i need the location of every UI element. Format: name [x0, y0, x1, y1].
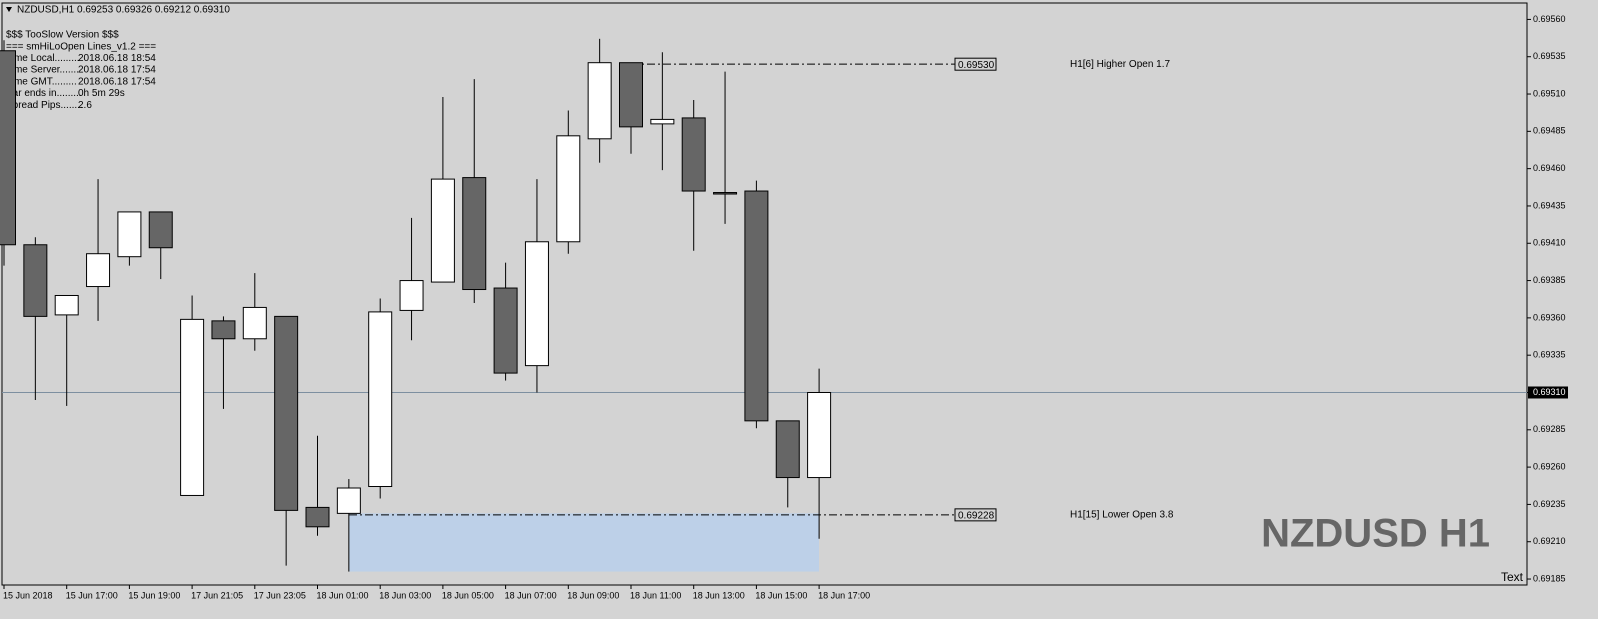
level-box: [954, 57, 997, 71]
candle-body: [619, 62, 643, 128]
info-label: Time Server.......: [6, 65, 79, 76]
y-tick-label: 0.69410: [1533, 238, 1566, 248]
info-line: === smHiLoOpen Lines_v1.2 ===: [6, 41, 156, 52]
x-tick-label: 18 Jun 11:00: [630, 590, 681, 600]
candle-body: [368, 311, 393, 488]
candle-body: [148, 211, 173, 249]
info-label: Spread Pips........: [6, 100, 83, 111]
current-price-label: 0.69310: [1533, 387, 1566, 397]
x-tick-label: 15 Jun 2018: [3, 590, 53, 600]
candle-body: [180, 318, 205, 496]
info-value: 2018.06.18 17:54: [78, 65, 156, 76]
x-tick-label: 18 Jun 09:00: [567, 590, 619, 600]
level-box: [954, 508, 997, 522]
candle-body: [23, 244, 48, 317]
info-line: $$$ TooSlow Version $$$: [6, 30, 119, 41]
candle-body: [399, 280, 424, 311]
y-tick-label: 0.69185: [1533, 573, 1566, 583]
y-tick-label: 0.69385: [1533, 275, 1566, 285]
x-tick-label: 18 Jun 15:00: [755, 590, 807, 600]
header: NZDUSD,H1 0.69253 0.69326 0.69212 0.6931…: [17, 5, 230, 16]
y-tick-label: 0.69235: [1533, 499, 1566, 509]
candle-body: [650, 118, 675, 125]
candle-body: [242, 306, 267, 340]
x-tick-label: 15 Jun 19:00: [128, 590, 180, 600]
candle-body: [493, 287, 518, 374]
level-label: 0.69228: [958, 511, 995, 522]
y-tick-label: 0.69485: [1533, 126, 1566, 136]
y-tick-label: 0.69210: [1533, 536, 1566, 546]
y-tick-label: 0.69510: [1533, 88, 1566, 98]
x-tick-label: 15 Jun 17:00: [66, 590, 118, 600]
level-label: 0.69530: [958, 60, 995, 71]
candle-body: [524, 241, 549, 367]
x-tick-label: 17 Jun 21:05: [191, 590, 243, 600]
y-tick-label: 0.69560: [1533, 14, 1566, 24]
info-value: 2018.06.18 18:54: [78, 53, 156, 64]
y-tick-label: 0.69260: [1533, 461, 1566, 471]
info-value: 0h 5m 29s: [78, 88, 125, 99]
info-value: 2018.06.18 17:54: [78, 76, 156, 87]
info-label: Time Local.........: [6, 53, 80, 64]
y-tick-label: 0.69360: [1533, 312, 1566, 322]
y-tick-label: 0.69460: [1533, 163, 1566, 173]
candle-body: [54, 294, 79, 316]
candle-body: [744, 190, 769, 422]
candle-body: [713, 192, 738, 195]
candle-body: [336, 487, 361, 514]
candle-body: [430, 178, 455, 283]
watermark: NZDUSD H1: [1261, 512, 1490, 556]
candle-body: [681, 117, 706, 192]
level-text: H1[6] Higher Open 1.7: [1070, 59, 1170, 70]
info-label: Bar ends in.........: [6, 88, 82, 99]
candle-body: [462, 177, 487, 291]
candle-body: [587, 62, 612, 140]
candle-body: [86, 253, 111, 288]
x-tick-label: 18 Jun 07:00: [505, 590, 557, 600]
corner-text: Text: [1501, 570, 1524, 584]
info-label: Time GMT.........: [6, 76, 77, 87]
candle-body: [274, 315, 299, 511]
x-tick-label: 18 Jun 13:00: [693, 590, 745, 600]
level-text: H1[15] Lower Open 3.8: [1070, 510, 1174, 521]
current-price-box: [1528, 386, 1568, 399]
zone: [349, 513, 819, 572]
candle-body: [775, 420, 800, 479]
x-tick-label: 17 Jun 23:05: [254, 590, 306, 600]
candle-body: [211, 320, 236, 340]
candle-body: [117, 211, 142, 258]
y-tick-label: 0.69535: [1533, 51, 1566, 61]
x-tick-label: 18 Jun 03:00: [379, 590, 431, 600]
menu-triangle[interactable]: [6, 7, 12, 12]
info-value: 2.6: [78, 100, 92, 111]
candle-body: [305, 506, 330, 528]
candle-body: [556, 135, 581, 243]
y-tick-label: 0.69435: [1533, 200, 1566, 210]
y-tick-label: 0.69285: [1533, 424, 1566, 434]
y-tick-label: 0.69335: [1533, 350, 1566, 360]
candle-body: [0, 50, 16, 246]
x-tick-label: 18 Jun 01:00: [317, 590, 369, 600]
candle-body: [807, 391, 832, 479]
x-tick-label: 18 Jun 05:00: [442, 590, 494, 600]
x-tick-label: 18 Jun 17:00: [818, 590, 870, 600]
